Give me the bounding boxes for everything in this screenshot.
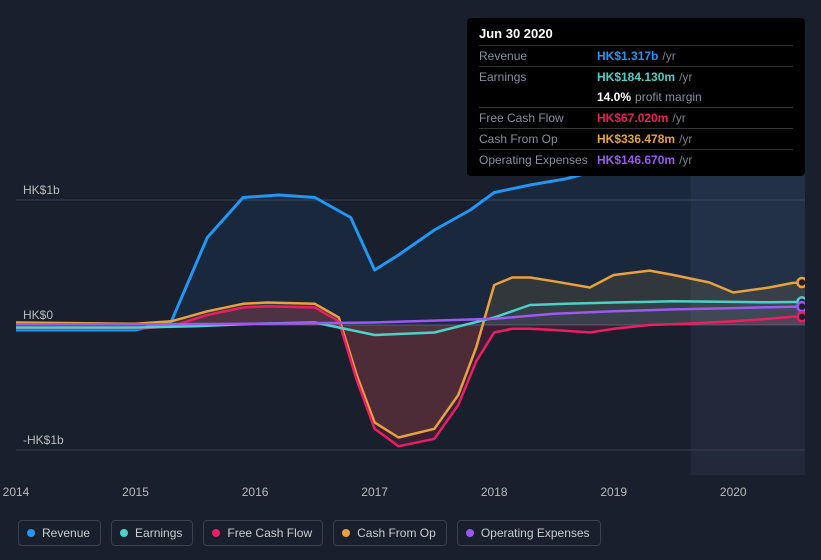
x-tick-label: 2018 bbox=[481, 485, 508, 499]
tooltip-row-label: Earnings bbox=[479, 70, 597, 84]
y-tick-label: HK$0 bbox=[23, 308, 53, 322]
tooltip-date: Jun 30 2020 bbox=[479, 26, 793, 45]
legend-label: Operating Expenses bbox=[481, 526, 590, 540]
legend-item[interactable]: Earnings bbox=[111, 520, 193, 546]
x-tick-label: 2016 bbox=[242, 485, 269, 499]
tooltip-row-value: HK$67.020m/yr bbox=[597, 111, 686, 125]
legend-label: Earnings bbox=[135, 526, 182, 540]
legend-dot-icon bbox=[466, 529, 474, 537]
legend-label: Revenue bbox=[42, 526, 90, 540]
tooltip-row: 14.0%profit margin bbox=[479, 87, 793, 107]
tooltip-row-value: HK$1.317b/yr bbox=[597, 49, 676, 63]
x-tick-label: 2014 bbox=[3, 485, 30, 499]
x-tick-label: 2020 bbox=[720, 485, 747, 499]
legend-item[interactable]: Revenue bbox=[18, 520, 101, 546]
tooltip-row-value: HK$146.670m/yr bbox=[597, 153, 692, 167]
tooltip-row-label: Operating Expenses bbox=[479, 153, 597, 167]
y-tick-label: HK$1b bbox=[23, 183, 60, 197]
chart-legend: Revenue Earnings Free Cash Flow Cash From O… bbox=[18, 520, 601, 546]
tooltip-row: EarningsHK$184.130m/yr bbox=[479, 66, 793, 87]
tooltip-row: RevenueHK$1.317b/yr bbox=[479, 45, 793, 66]
legend-dot-icon bbox=[27, 529, 35, 537]
tooltip-row-value: HK$336.478m/yr bbox=[597, 132, 692, 146]
tooltip-row: Free Cash FlowHK$67.020m/yr bbox=[479, 107, 793, 128]
financial-chart[interactable]: HK$1bHK$0-HK$1b 201420152016201720182019… bbox=[16, 0, 805, 560]
legend-item[interactable]: Cash From Op bbox=[333, 520, 447, 546]
tooltip-row-label: Free Cash Flow bbox=[479, 111, 597, 125]
tooltip-row: Cash From OpHK$336.478m/yr bbox=[479, 128, 793, 149]
legend-item[interactable]: Free Cash Flow bbox=[203, 520, 323, 546]
x-tick-label: 2019 bbox=[600, 485, 627, 499]
legend-dot-icon bbox=[120, 529, 128, 537]
legend-label: Cash From Op bbox=[357, 526, 436, 540]
x-tick-label: 2017 bbox=[361, 485, 388, 499]
y-tick-label: -HK$1b bbox=[23, 433, 64, 447]
tooltip-row-label: Revenue bbox=[479, 49, 597, 63]
tooltip-row-label bbox=[479, 90, 597, 104]
tooltip-row-value: 14.0%profit margin bbox=[597, 90, 702, 104]
chart-tooltip: Jun 30 2020 RevenueHK$1.317b/yrEarningsH… bbox=[467, 18, 805, 176]
tooltip-row: Operating ExpensesHK$146.670m/yr bbox=[479, 149, 793, 170]
tooltip-row-value: HK$184.130m/yr bbox=[597, 70, 692, 84]
tooltip-row-label: Cash From Op bbox=[479, 132, 597, 146]
legend-dot-icon bbox=[212, 529, 220, 537]
legend-label: Free Cash Flow bbox=[227, 526, 312, 540]
legend-item[interactable]: Operating Expenses bbox=[457, 520, 601, 546]
legend-dot-icon bbox=[342, 529, 350, 537]
x-tick-label: 2015 bbox=[122, 485, 149, 499]
